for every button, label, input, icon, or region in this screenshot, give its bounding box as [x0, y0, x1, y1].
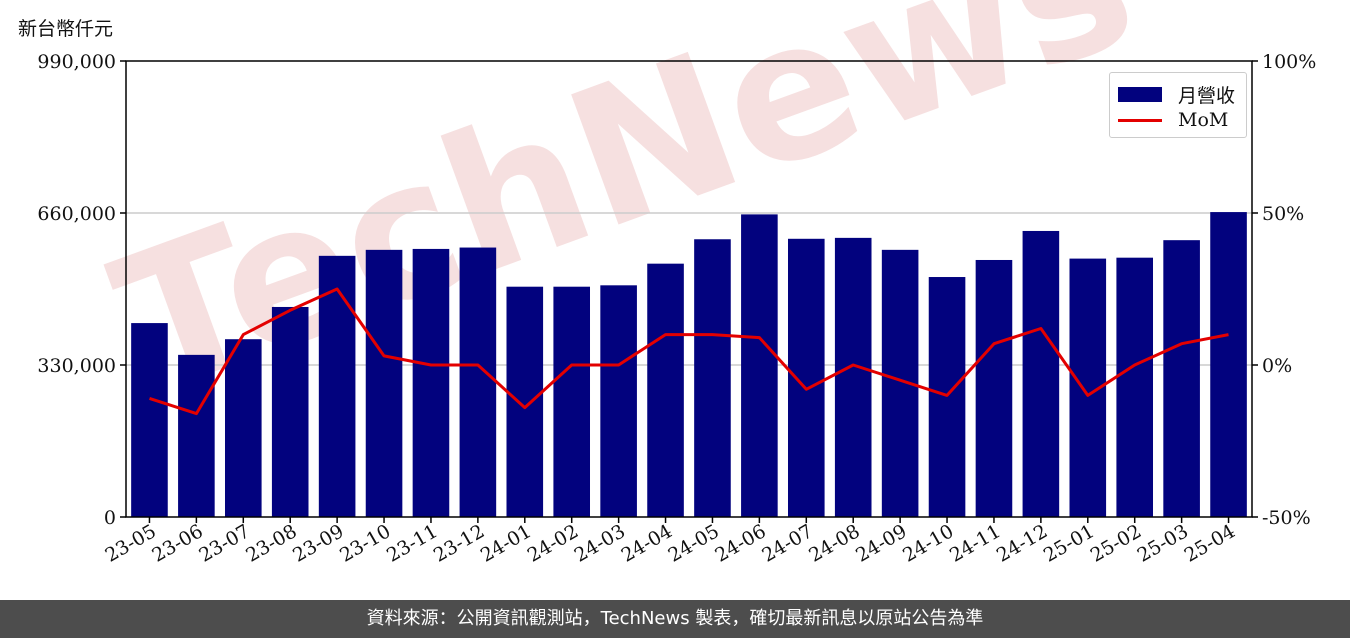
bar-24-12 — [1022, 230, 1060, 518]
x-axis-tick-labels: 23-0523-0623-0723-0823-0923-1023-1123-12… — [102, 520, 1240, 566]
x-axis-tick-label: 24-02 — [524, 520, 582, 566]
mom-line — [149, 287, 1229, 416]
legend-item-bar: 月營收 — [1118, 81, 1235, 108]
right-axis-tick-label: 100% — [1262, 51, 1316, 73]
x-axis-tick-label: 25-03 — [1134, 520, 1192, 566]
bar-23-05 — [131, 323, 168, 517]
bar-24-04 — [647, 263, 684, 517]
left-axis-unit-label: 新台幣仟元 — [18, 18, 114, 40]
right-axis-tick-label: 0% — [1262, 355, 1292, 377]
x-axis-tick-label: 23-06 — [148, 520, 206, 566]
bar-23-08 — [271, 306, 309, 517]
bar-series — [131, 212, 1247, 518]
legend-item-line: MoM — [1118, 109, 1228, 131]
left-axis-tick-label: 330,000 — [37, 355, 116, 377]
plot-frame — [125, 60, 1253, 518]
bar-24-06 — [741, 214, 778, 517]
bar-23-09 — [318, 255, 356, 517]
x-axis-tick-label: 24-10 — [899, 520, 957, 566]
x-axis-tick-label: 24-07 — [758, 520, 816, 566]
bar-25-03 — [1163, 240, 1200, 517]
axes — [120, 60, 1258, 523]
legend-bar-swatch — [1118, 87, 1162, 102]
x-axis-tick-label: 23-07 — [195, 520, 253, 566]
left-axis-tick-labels: 0 330,000 660,000 990,000 — [37, 51, 116, 529]
x-axis-tick-label: 25-01 — [1040, 520, 1098, 566]
left-axis-tick-label: 0 — [104, 507, 116, 529]
right-axis-tick-labels: -50% 0% 50% 100% — [1262, 51, 1316, 529]
left-axis-tick-label: 990,000 — [37, 51, 116, 73]
legend: 月營收 MoM — [1109, 72, 1247, 138]
x-axis-tick-label: 23-12 — [430, 520, 488, 566]
x-axis-tick-label: 24-11 — [946, 520, 1004, 566]
x-axis-tick-label: 23-10 — [336, 520, 394, 566]
x-axis-tick-label: 25-02 — [1087, 520, 1145, 566]
bar-23-10 — [365, 249, 403, 517]
bar-24-05 — [694, 239, 731, 517]
bar-24-08 — [834, 237, 872, 517]
x-axis-tick-label: 24-08 — [805, 520, 863, 566]
x-axis-tick-label: 24-12 — [993, 520, 1051, 566]
x-axis-tick-label: 24-03 — [571, 520, 629, 566]
legend-line-label: MoM — [1178, 109, 1229, 131]
gridlines — [126, 212, 1252, 366]
bar-24-07 — [787, 238, 825, 517]
x-axis-tick-label: 24-01 — [477, 520, 535, 566]
x-axis-tick-label: 23-08 — [242, 520, 300, 566]
x-axis-tick-label: 23-09 — [289, 520, 347, 566]
bar-25-04 — [1210, 212, 1247, 517]
bar-24-11 — [975, 259, 1013, 517]
bar-23-12 — [459, 247, 497, 517]
legend-line-swatch — [1118, 118, 1162, 122]
x-axis-tick-label: 25-04 — [1181, 520, 1239, 566]
bar-23-07 — [224, 339, 262, 517]
x-axis-tick-label: 24-05 — [665, 520, 723, 566]
bar-24-01 — [506, 286, 544, 517]
legend-bar-label: 月營收 — [1178, 85, 1236, 107]
bar-24-03 — [600, 285, 637, 517]
bar-23-06 — [178, 354, 215, 517]
bar-24-10 — [928, 277, 966, 517]
source-footer: 資料來源：公開資訊觀測站，TechNews 製表，確切最新訊息以原站公告為準 — [0, 600, 1350, 638]
left-axis-tick-label: 660,000 — [37, 203, 116, 225]
bar-25-02 — [1116, 257, 1154, 517]
right-axis-tick-label: -50% — [1262, 507, 1311, 529]
bar-23-11 — [412, 248, 450, 517]
x-axis-tick-label: 24-06 — [711, 520, 769, 566]
x-axis-tick-label: 23-11 — [383, 520, 441, 566]
x-axis-tick-label: 24-09 — [852, 520, 910, 566]
x-axis-tick-label: 24-04 — [618, 520, 676, 566]
right-axis-tick-label: 50% — [1262, 203, 1304, 225]
mom-line-series — [149, 287, 1229, 416]
bar-24-02 — [553, 286, 591, 517]
